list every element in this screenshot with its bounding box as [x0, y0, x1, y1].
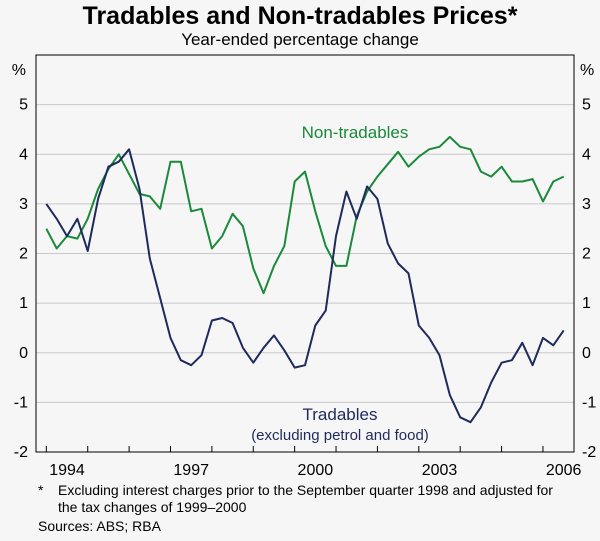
chart-subtitle: Year-ended percentage change [181, 30, 419, 49]
footnote-text: Excluding interest charges prior to the … [58, 482, 553, 515]
y-unit-right: % [580, 62, 594, 79]
y-tick-label-left: 5 [19, 97, 28, 114]
x-tick-label: 2003 [422, 462, 458, 479]
y-tick-label-right: 0 [582, 345, 591, 362]
plot-frame [35, 54, 575, 453]
y-tick-label-left: 0 [19, 345, 28, 362]
series-line-tradables [45, 148, 565, 424]
footnote-marker: * [38, 482, 44, 498]
sources: Sources: ABS; RBA [38, 518, 161, 534]
y-unit-left: % [12, 62, 26, 79]
x-tick-label: 2006 [546, 462, 582, 479]
x-tick-label: 1994 [49, 462, 85, 479]
label-non-tradables: Non-tradables [302, 123, 409, 142]
y-tick-label-left: 2 [19, 246, 28, 263]
y-tick-label-right: -1 [582, 394, 596, 411]
y-tick-label-right: 3 [582, 196, 591, 213]
y-tick-label-left: 3 [19, 196, 28, 213]
y-tick-label-right: 1 [582, 295, 591, 312]
y-tick-label-right: 4 [582, 146, 591, 163]
series-line-non-tradables [45, 135, 565, 295]
y-tick-label-left: -1 [14, 394, 28, 411]
label-tradables: Tradables [303, 405, 378, 424]
footnote: * Excluding interest charges prior to the… [38, 482, 598, 516]
y-tick-label-right: -2 [582, 444, 596, 461]
chart-title: Tradables and Non-tradables Prices* [82, 2, 518, 30]
y-tick-label-left: 1 [19, 295, 28, 312]
chart-svg: -2 -2 -1 -1 0 0 1 1 2 2 3 3 4 4 5 5% % 1994 1997 2000 2003 20… [12, 54, 596, 479]
label-tradables-note: (excluding petrol and food) [251, 427, 429, 444]
x-tick-label: 2000 [298, 462, 334, 479]
y-tick-label-left: -2 [14, 444, 28, 461]
x-tick-label: 1997 [173, 462, 209, 479]
y-tick-label-right: 2 [582, 246, 591, 263]
y-tick-label-left: 4 [19, 146, 28, 163]
y-tick-label-right: 5 [582, 97, 591, 114]
